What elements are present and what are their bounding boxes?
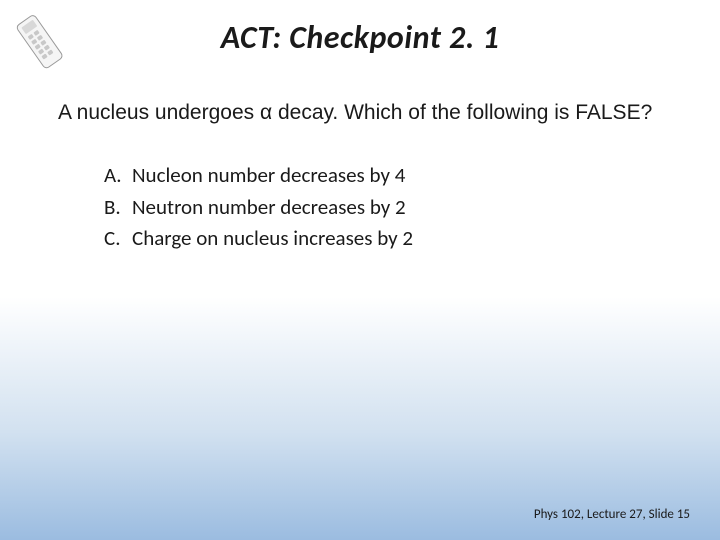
option-text: Nucleon number decreases by 4 [132, 160, 405, 192]
option-text: Charge on nucleus increases by 2 [132, 223, 413, 255]
options-list: A. Nucleon number decreases by 4 B. Neut… [104, 160, 720, 255]
option-letter: B. [104, 192, 132, 224]
clicker-icon [8, 8, 78, 78]
option-c: C. Charge on nucleus increases by 2 [104, 223, 720, 255]
option-letter: A. [104, 160, 132, 192]
slide-title: ACT: Checkpoint 2. 1 [0, 0, 720, 57]
question-text: A nucleus undergoes α decay. Which of th… [58, 99, 660, 126]
option-text: Neutron number decreases by 2 [132, 192, 406, 224]
option-b: B. Neutron number decreases by 2 [104, 192, 720, 224]
option-a: A. Nucleon number decreases by 4 [104, 160, 720, 192]
slide-footer: Phys 102, Lecture 27, Slide 15 [534, 507, 690, 522]
option-letter: C. [104, 223, 132, 255]
